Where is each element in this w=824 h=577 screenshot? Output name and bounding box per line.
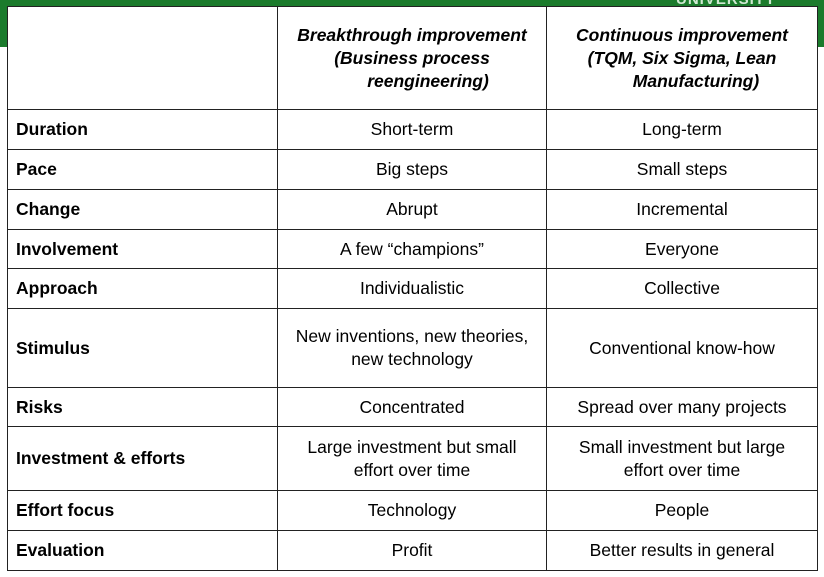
table-row: Stimulus New inventions, new theories, new… [7,308,818,388]
header-line: Continuous improvement [576,24,788,45]
continuous-cell: Collective [546,268,818,309]
row-label: Approach [7,268,278,309]
breakthrough-cell: Technology [277,490,547,531]
table-row: Approach Individualistic Collective [7,268,818,309]
cell-text: effort over time [353,459,471,480]
header-continuous: Continuous improvement (TQM, Six Sigma, … [546,6,818,110]
cell-text: Long-term [642,119,722,139]
comparison-table-container: Breakthrough improvement (Business proce… [7,6,818,571]
table-row: Pace Big steps Small steps [7,149,818,190]
row-label: Evaluation [7,530,278,571]
breakthrough-cell: New inventions, new theories, new technol… [277,308,547,388]
continuous-cell: Incremental [546,189,818,230]
cell-text: Profit [391,540,433,560]
continuous-cell: Small investment but large effort over ti… [546,426,818,491]
row-label: Change [7,189,278,230]
continuous-cell: Small steps [546,149,818,190]
header-line: (Business process [334,47,490,68]
table-row: Investment & efforts Large investment but… [7,426,818,491]
header-line: Manufacturing) [632,70,760,91]
cell-text: A few “champions” [340,238,484,259]
breakthrough-cell: Concentrated [277,387,547,427]
continuous-cell: Better results in general [546,530,818,571]
row-label: Stimulus [7,308,278,388]
cell-text: Large investment but small [307,436,517,457]
header-line: reengineering) [367,70,489,91]
table-row: Evaluation Profit Better results in genera… [7,530,818,571]
table-row: Change Abrupt Incremental [7,189,818,230]
table-row: Duration Short-term Long-term [7,109,818,150]
cell-text: Collective [644,278,720,298]
cell-text: Individualistic [359,278,465,298]
cell-text: Spread over many projects [577,396,787,417]
continuous-cell: Everyone [546,229,818,269]
cell-text: Short-term [370,119,454,139]
cell-text: People [654,500,710,520]
breakthrough-cell: Individualistic [277,268,547,309]
table-row: Effort focus Technology People [7,490,818,531]
header-line: (TQM, Six Sigma, Lean [587,47,777,68]
cell-text: new technology [351,349,473,369]
table-body: Duration Short-term Long-term Pace Big steps… [7,109,818,571]
cell-text: Abrupt [386,199,438,219]
row-label: Pace [7,149,278,190]
cell-text: Small investment but large [578,436,786,457]
continuous-cell: Conventional know-how [546,308,818,388]
cell-text: Conventional know-how [589,337,775,358]
breakthrough-cell: Abrupt [277,189,547,230]
row-label: Investment & efforts [7,426,278,491]
breakthrough-cell: Big steps [277,149,547,190]
table-row: Risks Concentrated Spread over many projec… [7,387,818,427]
cell-text: Concentrated [359,396,465,417]
comparison-table: Breakthrough improvement (Business proce… [7,6,818,571]
row-label: Involvement [7,229,278,269]
cell-text: Everyone [645,238,719,259]
row-label: Effort focus [7,490,278,531]
cell-text: Small steps [636,159,728,179]
breakthrough-cell: Short-term [277,109,547,150]
breakthrough-cell: Profit [277,530,547,571]
breakthrough-cell: A few “champions” [277,229,547,269]
row-label: Duration [7,109,278,150]
table-header-row: Breakthrough improvement (Business proce… [7,6,818,110]
table-row: Involvement A few “champions” Everyone [7,229,818,269]
header-empty-cell [7,6,278,110]
cell-text: Big steps [376,159,448,179]
row-label: Risks [7,387,278,427]
breakthrough-cell: Large investment but small effort over ti… [277,426,547,491]
continuous-cell: Spread over many projects [546,387,818,427]
banner-text: UNIVERSITY [676,0,776,8]
cell-text: Incremental [636,199,728,219]
continuous-cell: Long-term [546,109,818,150]
cell-text: Better results in general [589,540,775,560]
cell-text: New inventions, new theories, [295,326,529,346]
cell-text: effort over time [623,459,741,480]
header-breakthrough: Breakthrough improvement (Business proce… [277,6,547,110]
cell-text: Technology [367,500,457,520]
continuous-cell: People [546,490,818,531]
header-line: Breakthrough improvement [297,24,527,45]
